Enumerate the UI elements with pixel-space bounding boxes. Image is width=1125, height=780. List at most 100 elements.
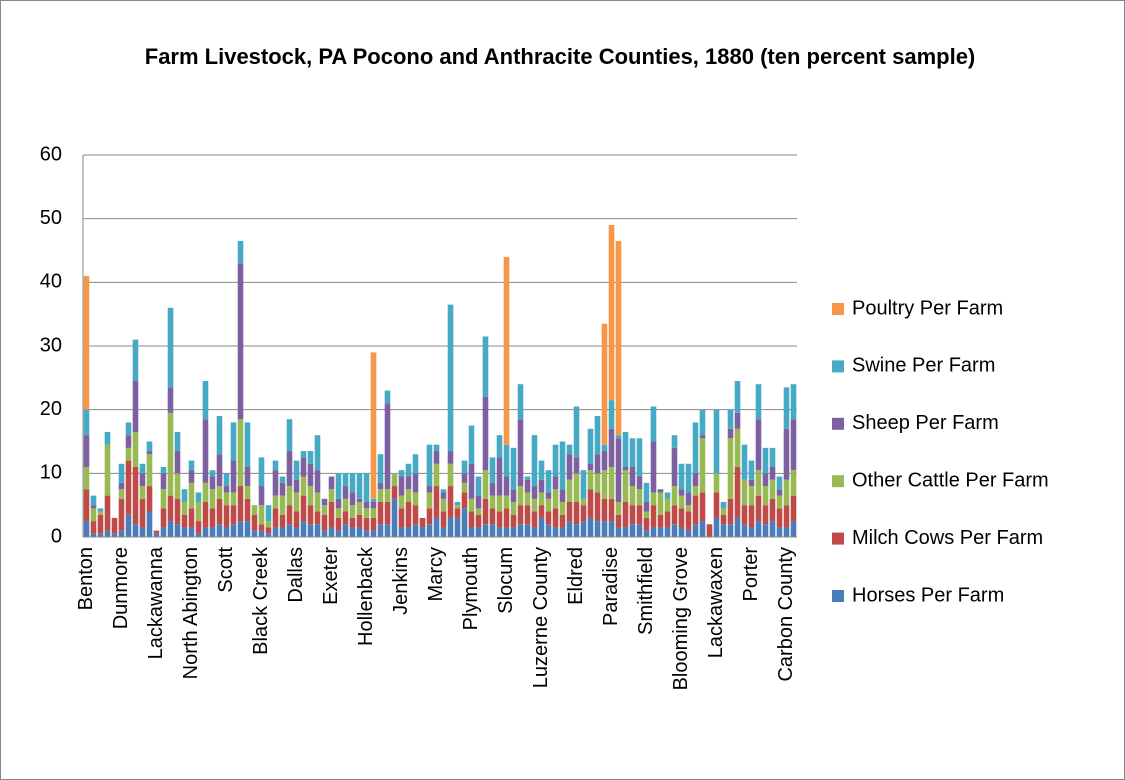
- bar-segment: [454, 501, 461, 506]
- bar-segment: [566, 444, 573, 455]
- bar-segment: [524, 524, 531, 537]
- bar-segment: [139, 463, 146, 474]
- y-tick-label: 0: [51, 525, 62, 547]
- bar-segment: [573, 406, 580, 458]
- bar-segment: [755, 495, 762, 522]
- x-tick-label: Porter: [740, 547, 762, 602]
- bar-segment: [405, 527, 412, 537]
- bar-segment: [643, 517, 650, 531]
- x-tick-label: Dallas: [285, 547, 307, 603]
- bar-segment: [125, 447, 132, 461]
- y-tick-label: 30: [40, 334, 62, 356]
- bar-segment: [412, 492, 419, 506]
- bar-segment: [447, 486, 454, 518]
- bar-segment: [559, 501, 566, 515]
- bar-segment: [482, 396, 489, 471]
- bar-segment: [426, 508, 433, 525]
- legend-label: Swine Per Farm: [852, 355, 995, 377]
- bar-segment: [230, 460, 237, 493]
- bar-segment: [195, 501, 202, 522]
- bar-segment: [762, 473, 769, 487]
- bar-segment: [636, 438, 643, 477]
- y-tick-label: 50: [40, 207, 62, 229]
- bar-segment: [454, 508, 461, 518]
- x-tick-label: Marcy: [425, 547, 447, 601]
- bar-segment: [755, 470, 762, 496]
- bar-segment: [755, 384, 762, 420]
- bar-segment: [538, 460, 545, 480]
- bar-segment: [461, 492, 468, 509]
- bar-segment: [405, 501, 412, 528]
- x-tick-label: Paradise: [600, 547, 622, 626]
- bar-segment: [615, 240, 622, 436]
- bar-segment: [755, 521, 762, 537]
- bar-segment: [328, 501, 335, 528]
- bar-segment: [496, 511, 503, 528]
- x-tick-label: Luzerne County: [530, 547, 552, 688]
- bar-segment: [734, 466, 741, 518]
- bar-segment: [622, 501, 629, 528]
- bar-segment: [377, 482, 384, 490]
- bar-segment: [342, 524, 349, 537]
- bar-segment: [202, 482, 209, 502]
- bar-segment: [370, 498, 377, 502]
- bar-segment: [202, 527, 209, 537]
- bar-segment: [748, 486, 755, 506]
- bar-segment: [83, 409, 90, 436]
- bar-segment: [552, 527, 559, 537]
- legend-swatch: [832, 532, 844, 545]
- bar-segment: [209, 508, 216, 528]
- bar-segment: [573, 501, 580, 525]
- bar-segment: [384, 501, 391, 525]
- bar-segment: [741, 444, 748, 480]
- bar-segment: [664, 492, 671, 499]
- bar-segment: [601, 444, 608, 452]
- bar-segment: [230, 422, 237, 461]
- bar-segment: [272, 527, 279, 537]
- bar-segment: [461, 482, 468, 493]
- bar-segment: [594, 454, 601, 474]
- bar-segment: [636, 505, 643, 525]
- bar-segment: [398, 495, 405, 509]
- bar-segment: [503, 476, 510, 496]
- x-tick-label: Lackawaxen: [705, 547, 727, 658]
- bar-segment: [377, 501, 384, 525]
- bar-segment: [762, 505, 769, 525]
- bar-segment: [615, 435, 622, 439]
- bar-segment: [111, 533, 118, 537]
- bar-segment: [258, 486, 265, 506]
- bar-segment: [643, 511, 650, 518]
- bar-segment: [300, 495, 307, 522]
- bar-segment: [286, 524, 293, 537]
- bar-segment: [111, 517, 118, 534]
- bar-segment: [447, 304, 454, 452]
- bar-segment: [685, 505, 692, 512]
- bar-segment: [384, 489, 391, 502]
- bar-segment: [482, 524, 489, 537]
- bar-segment: [482, 470, 489, 499]
- bar-segment: [244, 422, 251, 467]
- bar-segment: [475, 527, 482, 537]
- bar-segment: [181, 501, 188, 515]
- bar-segment: [468, 511, 475, 528]
- bar-segment: [685, 492, 692, 506]
- bar-segment: [776, 489, 783, 496]
- legend-swatch: [832, 303, 844, 315]
- bar-segment: [370, 501, 377, 509]
- bar-segment: [734, 381, 741, 413]
- bar-segment: [83, 521, 90, 537]
- bar-segment: [685, 463, 692, 493]
- x-tick-label: North Abington: [180, 547, 202, 679]
- bar-segment: [790, 419, 797, 471]
- bar-segment: [216, 486, 223, 499]
- bar-segment: [482, 336, 489, 397]
- bar-segment: [594, 473, 601, 493]
- bar-segment: [195, 533, 202, 537]
- bar-segment: [216, 498, 223, 525]
- bar-segment: [321, 530, 328, 537]
- bar-segment: [356, 473, 363, 499]
- bar-segment: [629, 505, 636, 525]
- bar-segment: [762, 447, 769, 474]
- bar-segment: [314, 524, 321, 537]
- bar-segment: [370, 352, 377, 499]
